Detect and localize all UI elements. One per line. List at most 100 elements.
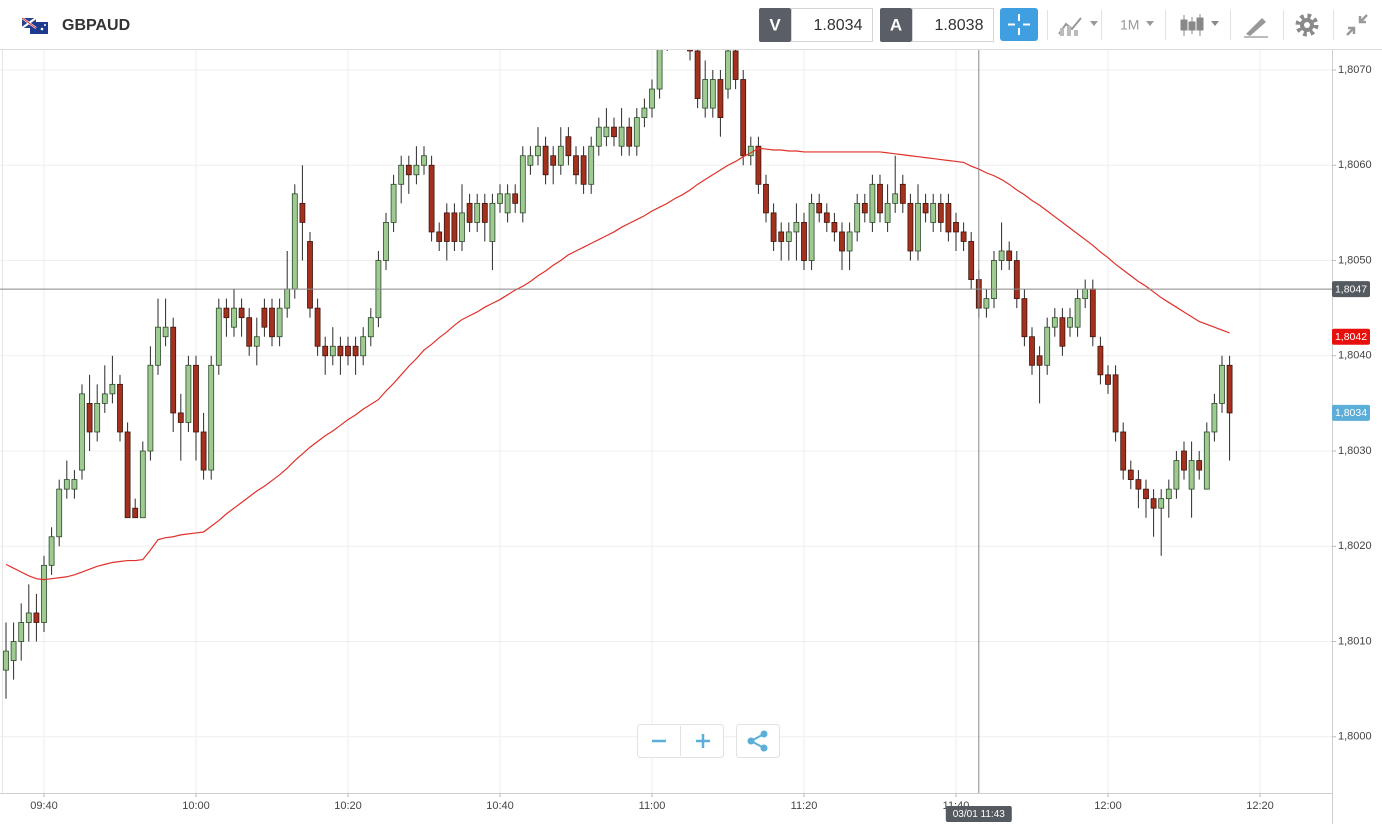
timeframe[interactable]: 1M	[1120, 17, 1139, 33]
y-tick-label: 1,8030	[1338, 445, 1372, 457]
candle-body	[740, 79, 747, 157]
candle-body	[41, 564, 47, 623]
crosshair-price-box	[1332, 281, 1370, 298]
share-icon	[747, 730, 768, 752]
candle-body	[1188, 460, 1195, 490]
price-marker-label: 1,8042	[1335, 331, 1367, 343]
candle-body	[626, 126, 633, 147]
candle-body	[1143, 488, 1149, 500]
candle-body	[291, 193, 298, 290]
y-tick-label: 1,8070	[1338, 64, 1372, 76]
y-tick-label: 1,8040	[1338, 350, 1372, 362]
chart-type-button[interactable]	[1058, 17, 1098, 36]
candle-body	[1013, 260, 1020, 300]
candle-body	[269, 307, 275, 338]
candle-body	[307, 241, 313, 309]
candle-body	[1158, 498, 1165, 509]
settings-button[interactable]	[1295, 13, 1319, 37]
overlay: 1,8000 1,8010 1,8020 1,8030 1,8040 1,8050 1,80…	[0, 50, 1372, 822]
candle-body	[732, 50, 739, 80]
candle-body	[25, 612, 32, 623]
x-tick-label: 12:00	[1094, 800, 1122, 812]
buy-price-box[interactable]	[912, 8, 994, 42]
share-button[interactable]	[736, 724, 780, 758]
candle-body	[1203, 431, 1210, 490]
price-marker	[1332, 328, 1370, 345]
candle-body	[907, 202, 914, 252]
candle-body	[968, 241, 975, 280]
zoom-controls	[637, 724, 780, 758]
candle-body	[983, 298, 990, 309]
candle-body	[998, 250, 1005, 261]
candle-body	[512, 193, 519, 204]
candle-body	[261, 307, 268, 328]
buy-button[interactable]	[880, 8, 912, 42]
plus-icon	[696, 734, 710, 748]
candle-body	[641, 107, 648, 119]
flag-icon	[21, 17, 48, 34]
x-tick-label: 12:20	[1246, 800, 1274, 812]
candle-body	[755, 145, 762, 185]
candle-body	[565, 136, 572, 157]
candle-body	[991, 260, 997, 300]
candle-body	[398, 164, 405, 185]
candle-body	[1059, 317, 1066, 347]
candle-body	[215, 307, 222, 366]
candle-body	[481, 202, 488, 223]
candle-body	[1036, 355, 1043, 366]
candle-body	[1150, 498, 1157, 509]
candle-body	[360, 336, 367, 357]
candle-body	[861, 202, 868, 214]
candle-body	[345, 345, 351, 357]
draw-button[interactable]	[1244, 18, 1268, 38]
candle-body	[383, 222, 389, 261]
y-tick-label: 1,8060	[1338, 159, 1372, 171]
candle-body	[1196, 460, 1203, 471]
candle-body	[322, 345, 329, 357]
candle-body	[854, 202, 861, 233]
x-tick-label: 11:20	[791, 800, 818, 812]
candle-body	[1112, 374, 1119, 433]
candle-body	[436, 231, 443, 242]
candle-body	[109, 383, 116, 395]
candle-body	[208, 364, 215, 471]
candle-body	[504, 193, 511, 214]
candle-body	[542, 145, 549, 176]
candle-body	[79, 393, 85, 471]
candle-body	[709, 79, 716, 109]
candle-body	[1074, 298, 1081, 328]
crosshair-button[interactable]	[1000, 8, 1038, 41]
candle-body	[785, 231, 792, 242]
x-tick-label: 09:40	[30, 800, 58, 812]
candle-body	[94, 403, 101, 433]
candle-body	[337, 345, 344, 357]
candle-body	[557, 145, 564, 166]
candle-body	[922, 202, 929, 214]
candle-body	[945, 202, 952, 233]
candle-body	[101, 393, 108, 404]
candle-body	[656, 50, 663, 90]
candle-body	[170, 326, 177, 414]
candle-body	[717, 79, 724, 119]
sell-price-box[interactable]	[791, 8, 873, 42]
candle-body	[147, 364, 154, 452]
candle-body	[1127, 469, 1134, 481]
candle-body	[770, 212, 777, 242]
candle-body	[1044, 326, 1051, 366]
candle-body	[421, 155, 427, 166]
candle-body	[937, 202, 944, 223]
candle-body	[33, 612, 40, 623]
candle-body	[193, 364, 199, 433]
candle-body	[808, 202, 815, 261]
candle-body	[1105, 374, 1111, 385]
candle-body	[48, 536, 55, 566]
candle-body	[139, 450, 146, 519]
sell-button[interactable]	[759, 8, 791, 42]
candle-body	[238, 307, 245, 319]
buy-label: A	[890, 15, 902, 34]
candle-body	[1082, 288, 1089, 300]
collapse-button[interactable]	[1346, 14, 1368, 36]
candle-style-button[interactable]	[1180, 14, 1219, 36]
moving-average-line	[5, 147, 1230, 581]
